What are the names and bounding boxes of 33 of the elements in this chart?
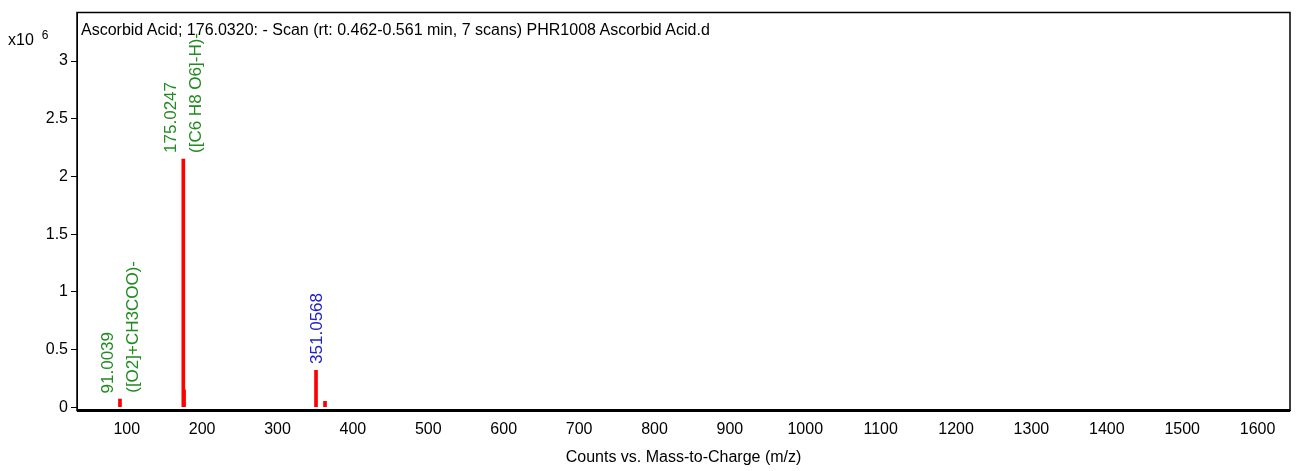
bar [181,158,186,407]
y-tick-label: 3 [59,51,69,69]
x-tick-label: 100 [113,419,141,437]
x-tick-label: 500 [414,419,442,437]
y-tick-label: 0.5 [45,339,69,357]
x-tick-label: 1400 [1089,419,1125,437]
y-tick-label: 1.5 [45,224,69,242]
annotation: 91.0039 [97,332,117,394]
x-tick-label: 300 [264,419,291,437]
x-tick-label: 1100 [863,419,898,437]
y-tick-label: 2 [59,166,69,184]
x-tick-label: 1000 [787,419,824,437]
x-tick-label: 1600 [1239,419,1276,437]
bar [314,369,318,407]
y-axis-title: x10$^{6}$ [8,27,49,48]
x-axis-title: Counts vs. Mass-to-Charge (m/z) [565,447,802,465]
x-tick-label: 200 [188,419,216,437]
x-tick-label: 900 [716,419,744,437]
x-tick-label: 700 [565,419,593,437]
y-tick-label: 0 [59,397,69,415]
x-tick-label: 600 [490,419,518,437]
annotation: 351.0568 [306,293,326,365]
y-tick-label: 1 [59,282,69,300]
x-tick-label: 1200 [938,419,974,437]
bar [118,398,122,407]
x-tick-label: 800 [641,419,668,437]
x-tick-label: 400 [339,419,367,437]
x-tick-label: 1500 [1164,419,1201,437]
annotation: 175.0247 [161,82,181,154]
bar [323,401,327,407]
y-tick-label: 2.5 [45,109,69,127]
annotation: ([O2]+CH3COO)- [122,261,142,393]
x-tick-label: 1300 [1013,419,1050,437]
